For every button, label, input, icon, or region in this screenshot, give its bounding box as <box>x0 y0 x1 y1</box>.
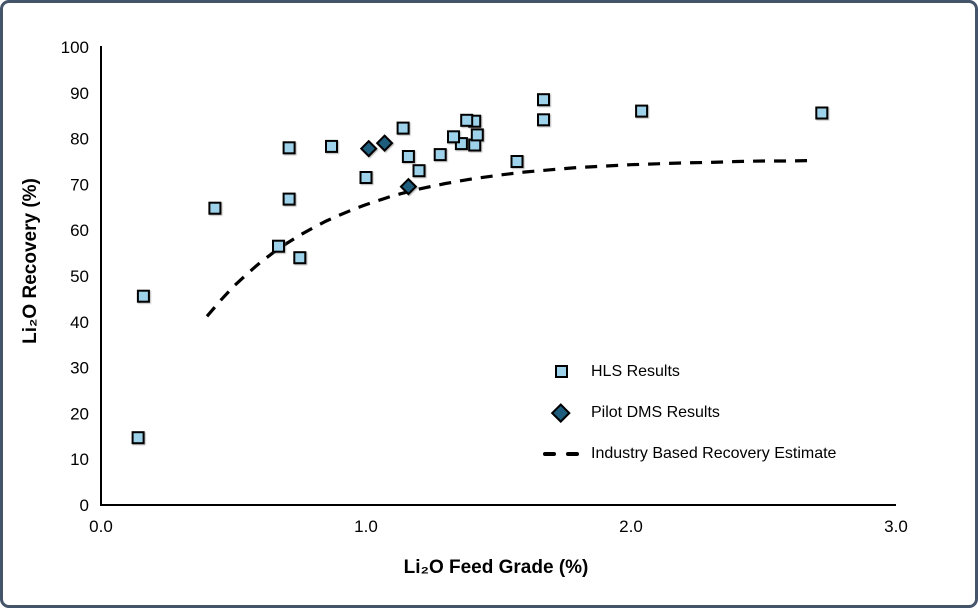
legend-item-industry-estimate: Industry Based Recovery Estimate <box>543 443 836 464</box>
legend-dash-marker-icon <box>543 451 579 456</box>
legend-label: Industry Based Recovery Estimate <box>591 444 837 462</box>
legend-label: HLS Results <box>591 362 680 380</box>
legend-item-pilot-dms: Pilot DMS Results <box>543 402 836 423</box>
svg-text:2.0: 2.0 <box>619 517 643 536</box>
svg-text:0: 0 <box>80 496 89 515</box>
axes-and-ticks: 0 10 20 30 40 50 60 70 80 90 100 0.0 1.0 2.0 3.0 <box>61 38 908 536</box>
diamond-marker-icon <box>551 402 571 423</box>
dash-icon <box>566 451 579 456</box>
legend-diamond-marker-icon <box>543 402 579 423</box>
svg-text:50: 50 <box>70 267 89 286</box>
legend-square-marker-icon <box>543 365 579 378</box>
scatter-markers <box>131 93 829 445</box>
legend-label: Pilot DMS Results <box>591 403 720 421</box>
svg-text:3.0: 3.0 <box>884 517 908 536</box>
svg-text:0.0: 0.0 <box>89 517 113 536</box>
svg-text:80: 80 <box>70 130 89 149</box>
svg-text:90: 90 <box>70 84 89 103</box>
svg-text:10: 10 <box>70 450 89 469</box>
svg-text:100: 100 <box>61 38 89 57</box>
x-axis-title: Li₂O Feed Grade (%) <box>404 557 589 578</box>
svg-text:70: 70 <box>70 175 89 194</box>
chart-canvas: 0 10 20 30 40 50 60 70 80 90 100 0.0 1.0 2.0 3.0 Li₂O … <box>20 38 908 578</box>
svg-text:60: 60 <box>70 221 89 240</box>
legend: HLS Results Pilot DMS Results Industry B… <box>543 361 836 464</box>
svg-text:40: 40 <box>70 313 89 332</box>
svg-text:30: 30 <box>70 359 89 378</box>
legend-item-hls: HLS Results <box>543 361 836 382</box>
dash-icon <box>543 451 556 456</box>
y-axis-title: Li₂O Recovery (%) <box>20 178 41 344</box>
svg-text:20: 20 <box>70 404 89 423</box>
svg-text:1.0: 1.0 <box>354 517 378 536</box>
trend-dashed-line <box>205 159 809 318</box>
square-marker-icon <box>554 365 568 378</box>
